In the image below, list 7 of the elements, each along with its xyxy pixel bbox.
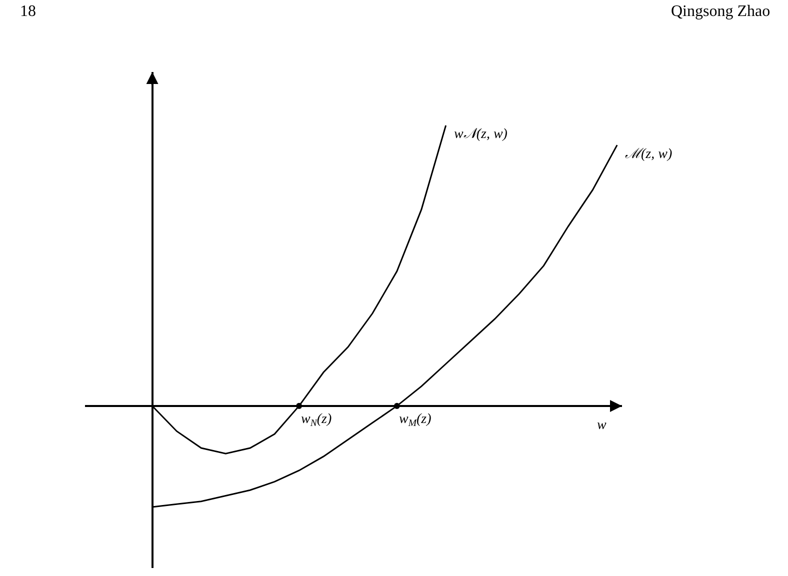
text: Qingsong Zhao: [671, 3, 770, 20]
text: 18: [20, 3, 36, 20]
x-axis-title: w: [597, 418, 607, 433]
series-label: w𝒩(z, w): [454, 127, 508, 142]
series-label: ℳ(z, w): [625, 147, 672, 162]
annotation: w$_{M}$(z): [399, 412, 432, 429]
annotation: w$_{N}$(z): [301, 412, 332, 429]
